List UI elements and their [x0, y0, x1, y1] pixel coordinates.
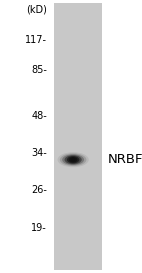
Text: 34-: 34-: [31, 148, 47, 158]
Text: 26-: 26-: [31, 185, 47, 195]
Ellipse shape: [60, 153, 86, 166]
Text: 48-: 48-: [31, 111, 47, 121]
Text: NRBF2: NRBF2: [108, 153, 142, 166]
Ellipse shape: [64, 155, 82, 164]
Ellipse shape: [58, 152, 89, 167]
Text: 117-: 117-: [25, 35, 47, 44]
Ellipse shape: [67, 156, 79, 163]
Ellipse shape: [69, 157, 78, 162]
Ellipse shape: [71, 158, 76, 162]
Text: (kD): (kD): [26, 5, 47, 14]
Ellipse shape: [72, 159, 74, 161]
Text: 85-: 85-: [31, 65, 47, 75]
Ellipse shape: [62, 154, 84, 165]
FancyBboxPatch shape: [54, 3, 102, 270]
Text: 19-: 19-: [31, 223, 47, 233]
